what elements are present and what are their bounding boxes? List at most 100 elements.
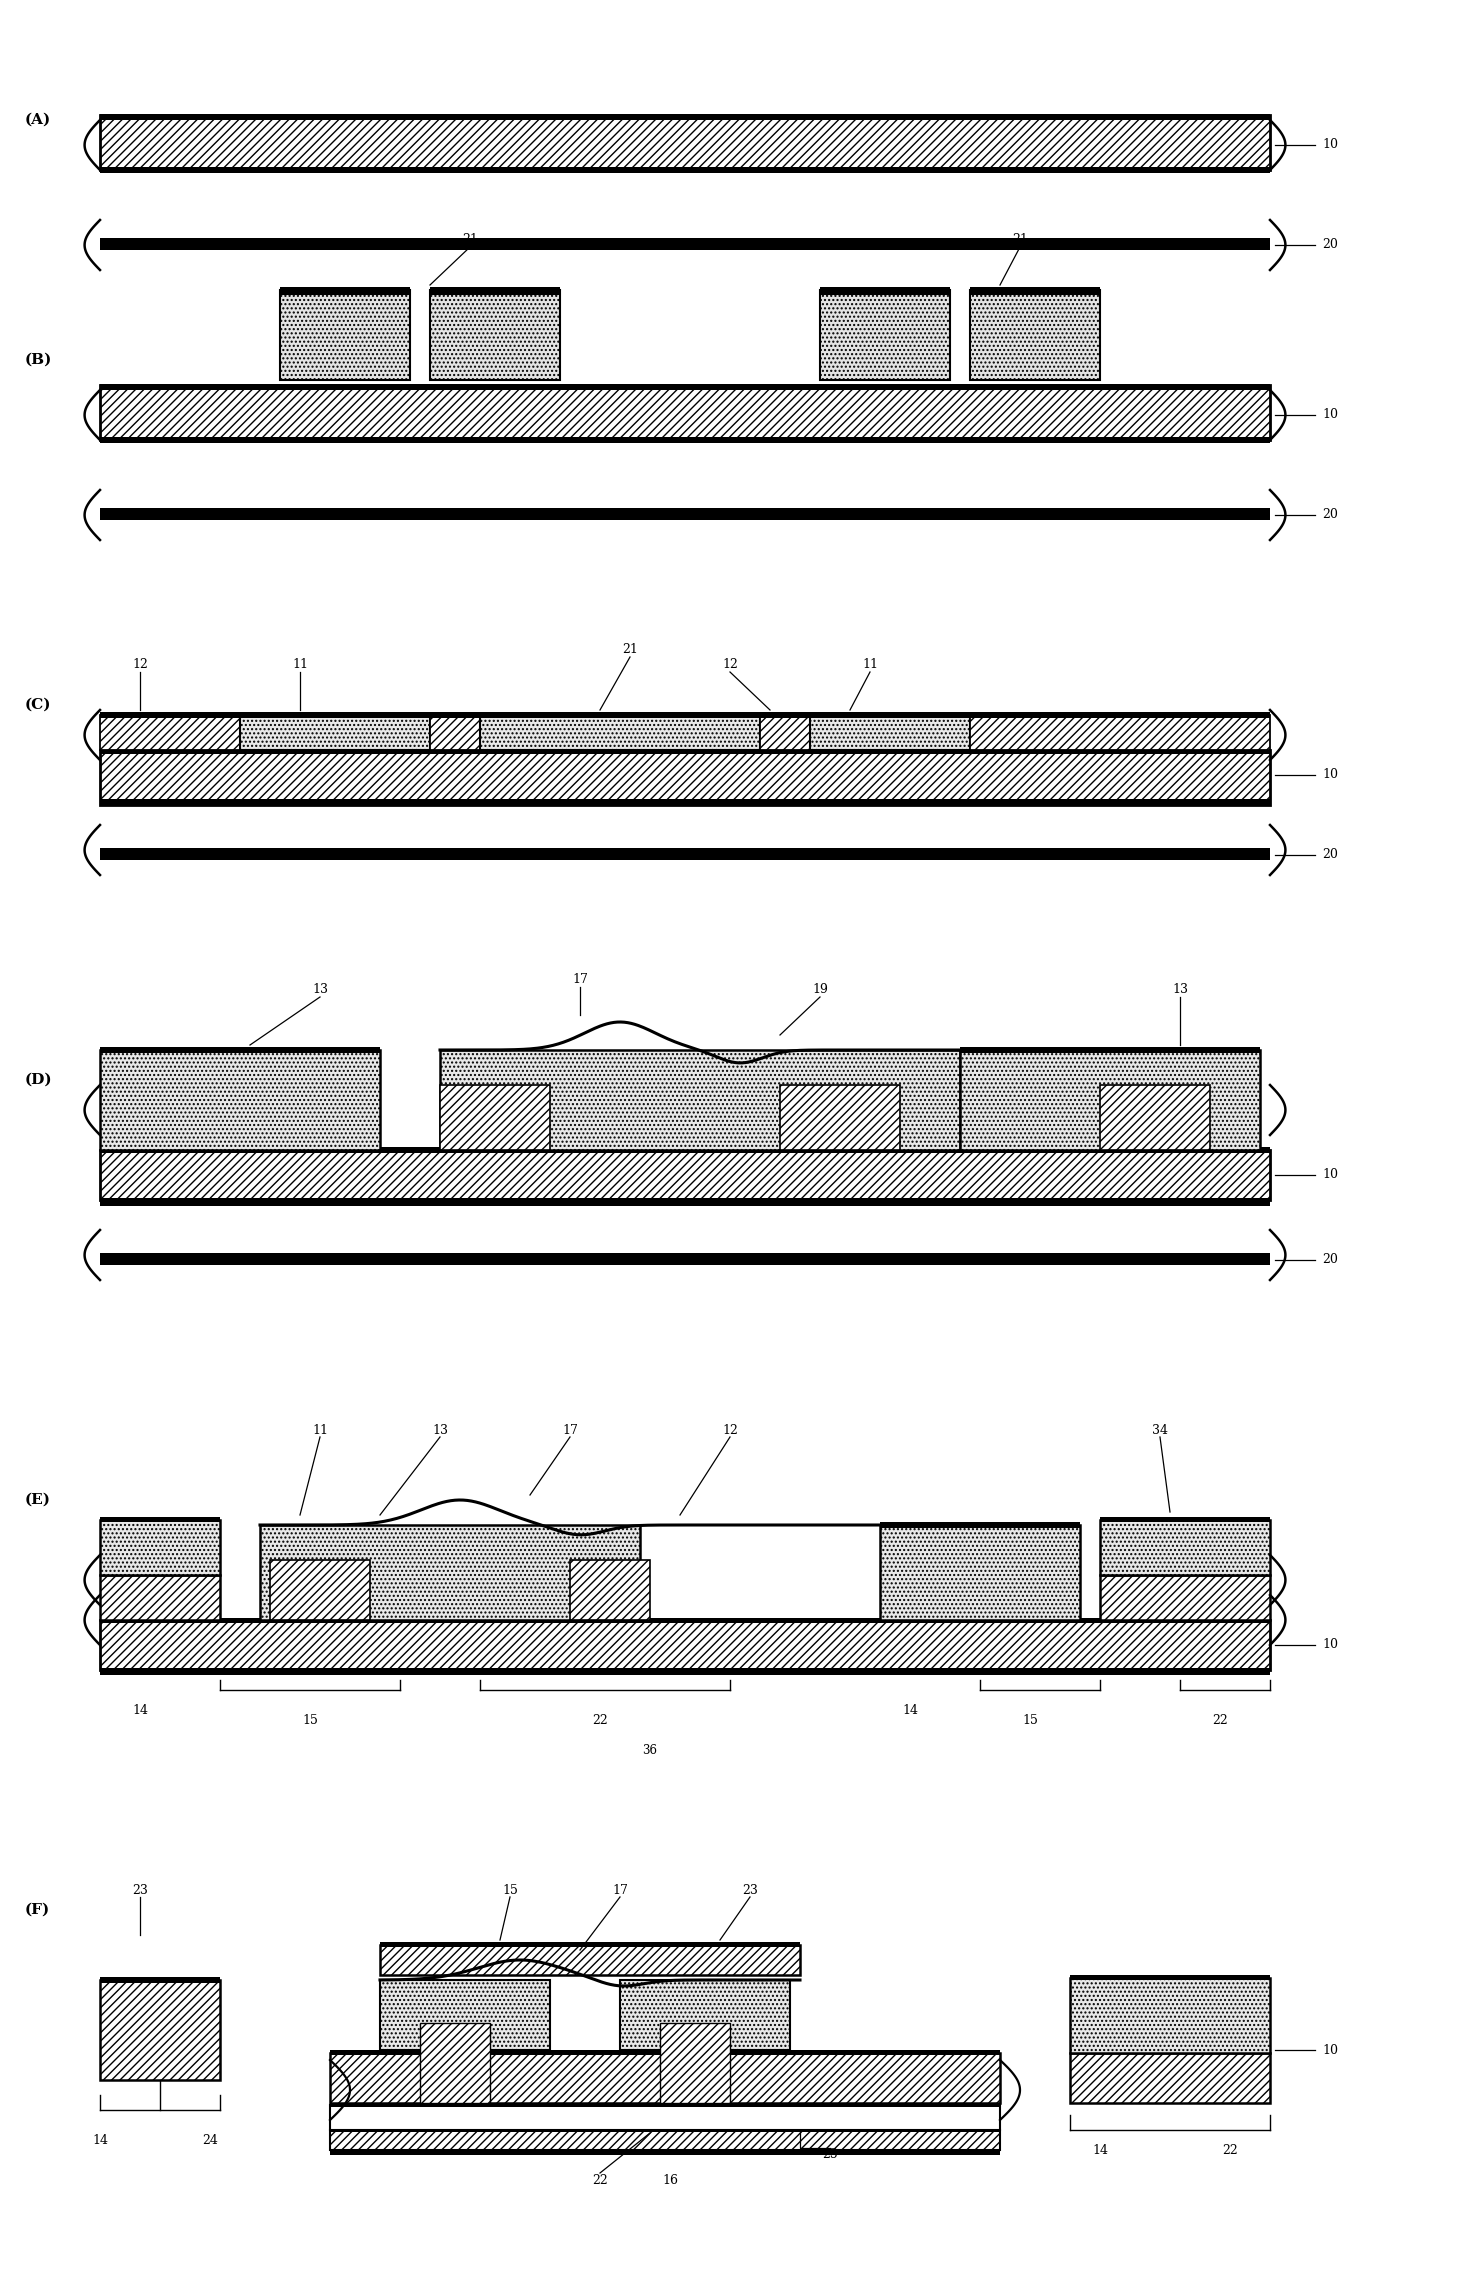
Bar bbox=[969, 286, 1099, 295]
Text: 10: 10 bbox=[1321, 770, 1337, 781]
Bar bbox=[380, 1979, 550, 2050]
Text: (B): (B) bbox=[25, 354, 53, 368]
Bar bbox=[961, 1051, 1260, 1151]
Text: 20: 20 bbox=[1323, 1253, 1337, 1267]
Bar bbox=[99, 114, 1270, 120]
Bar bbox=[99, 438, 1270, 443]
Text: 11: 11 bbox=[292, 658, 308, 672]
Text: 14: 14 bbox=[1092, 2143, 1108, 2156]
Bar bbox=[431, 286, 561, 295]
Bar bbox=[239, 715, 431, 749]
Bar bbox=[280, 286, 410, 295]
Bar bbox=[99, 799, 1270, 806]
Bar bbox=[99, 1977, 220, 1984]
Bar bbox=[99, 1199, 1270, 1205]
Bar bbox=[99, 1146, 1270, 1153]
Text: 20: 20 bbox=[1323, 849, 1337, 863]
Text: 13: 13 bbox=[432, 1423, 448, 1437]
Text: 14: 14 bbox=[902, 1702, 918, 1716]
Text: 12: 12 bbox=[723, 658, 737, 672]
Bar bbox=[99, 1253, 1270, 1264]
Bar bbox=[380, 1945, 800, 1975]
Bar bbox=[969, 715, 1270, 749]
Bar bbox=[761, 715, 810, 749]
Bar bbox=[1070, 2052, 1270, 2102]
Text: 12: 12 bbox=[131, 658, 147, 672]
Bar bbox=[99, 1668, 1270, 1675]
Text: 19: 19 bbox=[812, 983, 828, 997]
Text: 22: 22 bbox=[593, 1714, 607, 1727]
Bar bbox=[880, 1521, 1080, 1528]
Bar bbox=[99, 384, 1270, 390]
Text: (D): (D) bbox=[25, 1074, 53, 1087]
Bar bbox=[330, 2104, 1000, 2129]
Text: 10: 10 bbox=[1321, 2043, 1337, 2057]
Bar bbox=[99, 1046, 380, 1053]
Text: 12: 12 bbox=[723, 1423, 737, 1437]
Text: 22: 22 bbox=[1222, 2143, 1238, 2156]
Text: 34: 34 bbox=[1152, 1423, 1168, 1437]
Text: 20: 20 bbox=[1323, 508, 1337, 522]
Text: 17: 17 bbox=[562, 1423, 578, 1437]
Bar bbox=[431, 715, 480, 749]
Bar bbox=[99, 168, 1270, 173]
Text: 11: 11 bbox=[312, 1423, 328, 1437]
Text: 14: 14 bbox=[92, 2134, 108, 2147]
Bar bbox=[99, 508, 1270, 520]
Bar bbox=[810, 715, 969, 749]
Text: (E): (E) bbox=[25, 1494, 51, 1507]
Text: 36: 36 bbox=[642, 1743, 657, 1757]
Text: 10: 10 bbox=[1321, 138, 1337, 152]
Bar bbox=[1099, 1085, 1210, 1151]
Bar bbox=[480, 715, 761, 749]
Bar bbox=[439, 1085, 550, 1151]
Bar bbox=[99, 749, 1270, 754]
Text: 14: 14 bbox=[131, 1702, 147, 1716]
Bar bbox=[821, 291, 950, 379]
Bar bbox=[99, 238, 1270, 250]
Bar bbox=[420, 2023, 491, 2102]
Text: 15: 15 bbox=[1022, 1714, 1038, 1727]
Bar bbox=[969, 291, 1099, 379]
Bar bbox=[620, 1979, 790, 2050]
Bar bbox=[99, 849, 1270, 860]
Text: 24: 24 bbox=[201, 2134, 218, 2147]
Bar bbox=[821, 286, 950, 295]
Text: 21: 21 bbox=[1012, 234, 1028, 247]
Bar bbox=[260, 1525, 639, 1621]
Bar bbox=[1070, 1977, 1270, 2052]
Bar bbox=[569, 1559, 650, 1621]
Bar bbox=[330, 2050, 1000, 2054]
Bar bbox=[99, 1575, 220, 1621]
Bar bbox=[330, 2127, 1000, 2132]
Text: 22: 22 bbox=[1212, 1714, 1228, 1727]
Bar bbox=[1099, 1575, 1270, 1621]
Bar bbox=[99, 1151, 1270, 1201]
Bar bbox=[99, 1619, 1270, 1623]
Bar bbox=[330, 2150, 1000, 2154]
Text: 15: 15 bbox=[302, 1714, 318, 1727]
Bar bbox=[99, 1051, 380, 1151]
Bar bbox=[99, 1621, 1270, 1671]
Bar bbox=[1099, 1516, 1270, 1521]
Bar bbox=[330, 2129, 1000, 2150]
Text: (C): (C) bbox=[25, 697, 51, 713]
Bar bbox=[99, 749, 1270, 806]
Bar bbox=[270, 1559, 369, 1621]
Bar bbox=[431, 291, 561, 379]
Text: 22: 22 bbox=[593, 2172, 607, 2186]
Text: 10: 10 bbox=[1321, 409, 1337, 422]
Bar bbox=[660, 2023, 730, 2102]
Bar bbox=[880, 1525, 1080, 1621]
Bar bbox=[99, 713, 1270, 717]
Bar bbox=[1099, 1521, 1270, 1575]
Text: 10: 10 bbox=[1321, 1169, 1337, 1180]
Text: 15: 15 bbox=[502, 1884, 518, 1895]
Bar bbox=[330, 2102, 1000, 2107]
Bar bbox=[280, 291, 410, 379]
Text: 21: 21 bbox=[622, 642, 638, 656]
Text: 17: 17 bbox=[612, 1884, 628, 1895]
Bar bbox=[330, 2052, 1000, 2102]
Bar bbox=[1070, 1975, 1270, 1979]
Bar bbox=[99, 116, 1270, 170]
